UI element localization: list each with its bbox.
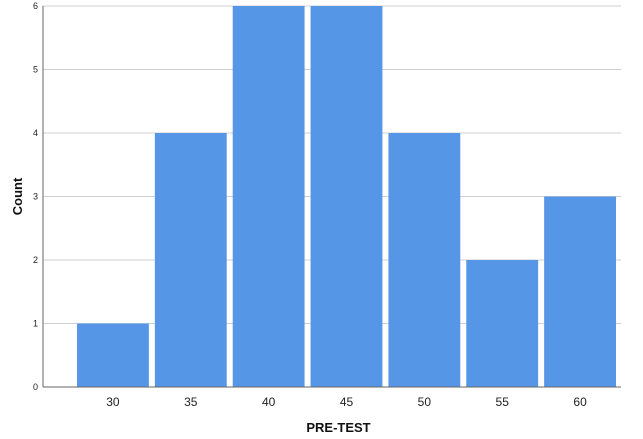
y-tick-label: 6 (33, 1, 38, 11)
x-tick-label: 55 (496, 395, 510, 409)
bar-35 (154, 133, 227, 387)
bar-60 (544, 196, 616, 387)
bar-50 (388, 133, 461, 387)
y-axis-title: Count (10, 177, 25, 215)
bar-45 (310, 6, 383, 387)
x-tick-label: 40 (262, 395, 276, 409)
bar-30 (77, 323, 149, 387)
y-tick-label: 1 (33, 319, 38, 329)
y-tick-labels: 0 1 2 3 4 5 6 (33, 1, 38, 392)
x-axis-title: PRE-TEST (306, 420, 370, 435)
y-tick-label: 4 (33, 128, 38, 138)
x-tick-label: 45 (340, 395, 354, 409)
axes (42, 6, 621, 388)
y-tick-label: 5 (33, 65, 38, 75)
y-tick-label: 0 (33, 382, 38, 392)
x-tick-label: 50 (418, 395, 432, 409)
x-tick-label: 60 (573, 395, 587, 409)
x-tick-label: 35 (184, 395, 198, 409)
bar-40 (232, 6, 305, 387)
bars (77, 6, 616, 387)
y-tick-label: 3 (33, 192, 38, 202)
x-tick-label: 30 (106, 395, 120, 409)
bar-55 (466, 260, 539, 387)
x-tick-labels: 30 35 40 45 50 55 60 (106, 395, 587, 409)
y-tick-label: 2 (33, 255, 38, 265)
